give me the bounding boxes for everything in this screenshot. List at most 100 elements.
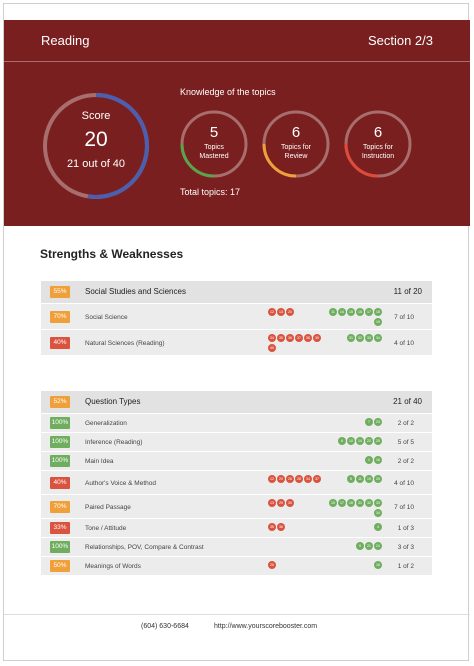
incorrect-question-dot: 13	[277, 308, 285, 316]
incorrect-question-dot: 36	[286, 334, 294, 342]
correct-question-dot: 22	[365, 437, 373, 445]
incorrect-question-dot: 37	[295, 334, 303, 342]
incorrect-question-dot: 12	[268, 475, 276, 483]
group-percent-badge: 55%	[50, 286, 70, 298]
report-header: Reading Section 2/3 Score 20 21 out of 4…	[4, 20, 470, 226]
footer-divider	[4, 614, 470, 615]
header-divider	[4, 61, 470, 62]
instruction-label-2: Instruction	[361, 153, 395, 160]
review-ring	[262, 110, 330, 178]
group-score: 21 of 40	[393, 397, 422, 406]
row-score: 7 of 10	[394, 314, 414, 321]
instruction-count: 6	[373, 124, 383, 141]
topic-row: 100% Generalization 2 of 2 7 23	[41, 413, 432, 432]
topic-group: 52% Question Types 21 of 40 100% Generalizat…	[41, 391, 432, 575]
topic-row: 40% Author's Voice & Method 4 of 10 12 20 26 2…	[41, 470, 432, 494]
strengths-title: Strengths & Weaknesses	[40, 247, 184, 261]
incorrect-question-dot: 37	[313, 475, 321, 483]
correct-question-dot: 14	[338, 308, 346, 316]
row-score: 1 of 2	[397, 563, 414, 570]
correct-question-dot: 32	[365, 499, 373, 507]
correct-question-dot: 19	[365, 475, 373, 483]
correct-question-dot: 11	[356, 475, 364, 483]
correct-question-dot: 31	[356, 499, 364, 507]
correct-question-dot: 31	[347, 334, 355, 342]
row-score: 7 of 10	[394, 504, 414, 511]
mastered-label-1: Topics	[204, 144, 224, 151]
score-detail: 21 out of 40	[66, 158, 126, 170]
incorrect-question-dot: 34	[268, 334, 276, 342]
correct-question-dot: 16	[374, 561, 382, 569]
row-label: Paired Passage	[85, 504, 131, 511]
correct-question-dot: 6	[338, 437, 346, 445]
group-title: Question Types	[85, 397, 141, 406]
incorrect-question-dot: 20	[277, 475, 285, 483]
correct-question-dot: 32	[356, 334, 364, 342]
incorrect-question-dot: 34	[304, 475, 312, 483]
row-percent-badge: 50%	[50, 560, 70, 572]
footer-url: http://www.yourscorebooster.com	[214, 623, 318, 630]
correct-question-dot: 10	[347, 437, 355, 445]
row-label: Social Science	[85, 314, 128, 321]
topic-row: 40% Natural Sciences (Reading) 4 of 10 34 35…	[41, 329, 432, 355]
review-count: 6	[291, 124, 301, 141]
correct-question-dot: 4	[374, 523, 382, 531]
incorrect-question-dot: 13	[268, 499, 276, 507]
review-label-1: Topics for	[281, 144, 311, 151]
row-label: Generalization	[85, 420, 127, 427]
instruction-label-1: Topics for	[363, 144, 393, 151]
incorrect-question-dot: 39	[313, 334, 321, 342]
row-percent-badge: 100%	[50, 455, 70, 467]
correct-question-dot: 17	[338, 499, 346, 507]
total-topics: Total topics: 17	[180, 187, 241, 197]
correct-question-dot: 21	[365, 542, 373, 550]
correct-question-dot: 25	[374, 475, 382, 483]
row-label: Relationships, POV, Compare & Contrast	[85, 544, 204, 551]
correct-question-dot: 33	[374, 499, 382, 507]
correct-question-dot: 34	[374, 509, 382, 517]
row-percent-badge: 100%	[50, 436, 70, 448]
topic-row: 100% Relationships, POV, Compare & Contra…	[41, 537, 432, 556]
correct-question-dot: 25	[374, 437, 382, 445]
incorrect-question-dot: 35	[268, 523, 276, 531]
score-value: 20	[84, 128, 108, 151]
correct-question-dot: 33	[365, 334, 373, 342]
review-label-2: Review	[284, 153, 308, 160]
row-percent-badge: 100%	[50, 541, 70, 553]
row-percent-badge: 70%	[50, 501, 70, 513]
incorrect-question-dot: 26	[268, 561, 276, 569]
group-header: 55% Social Studies and Sciences 11 of 20	[41, 281, 432, 303]
incorrect-question-dot: 28	[295, 475, 303, 483]
correct-question-dot: 11	[329, 308, 337, 316]
row-percent-badge: 40%	[50, 477, 70, 489]
incorrect-question-dot: 12	[268, 308, 276, 316]
correct-question-dot: 23	[374, 418, 382, 426]
topic-row: 100% Inference (Reading) 5 of 5 6 10 14 22 25	[41, 432, 432, 451]
instruction-ring	[344, 110, 412, 178]
correct-question-dot: 1	[365, 456, 373, 464]
correct-question-dot: 18	[347, 499, 355, 507]
row-score: 1 of 3	[397, 525, 414, 532]
incorrect-question-dot: 26	[286, 475, 294, 483]
row-label: Meanings of Words	[85, 563, 141, 570]
incorrect-question-dot: 38	[304, 334, 312, 342]
row-percent-badge: 33%	[50, 522, 70, 534]
section-indicator: Section 2/3	[367, 33, 433, 48]
incorrect-question-dot: 29	[277, 499, 285, 507]
mastered-label-2: Mastered	[199, 153, 229, 160]
row-label: Natural Sciences (Reading)	[85, 340, 165, 347]
correct-question-dot: 7	[365, 418, 373, 426]
knowledge-title: Knowledge of the topics	[180, 87, 276, 97]
row-score: 4 of 10	[394, 340, 414, 347]
correct-question-dot: 16	[356, 308, 364, 316]
correct-question-dot: 34	[374, 334, 382, 342]
score-ring-arc	[43, 93, 149, 199]
topic-row: 70% Paired Passage 7 of 10 13 29 30 15 17 18 31 32…	[41, 494, 432, 518]
correct-question-dot: 17	[365, 308, 373, 316]
row-score: 2 of 2	[397, 458, 414, 465]
correct-question-dot: 18	[374, 308, 382, 316]
correct-question-dot: 16	[374, 456, 382, 464]
row-score: 5 of 5	[397, 439, 414, 446]
row-percent-badge: 100%	[50, 417, 70, 429]
score-ring	[43, 93, 149, 199]
